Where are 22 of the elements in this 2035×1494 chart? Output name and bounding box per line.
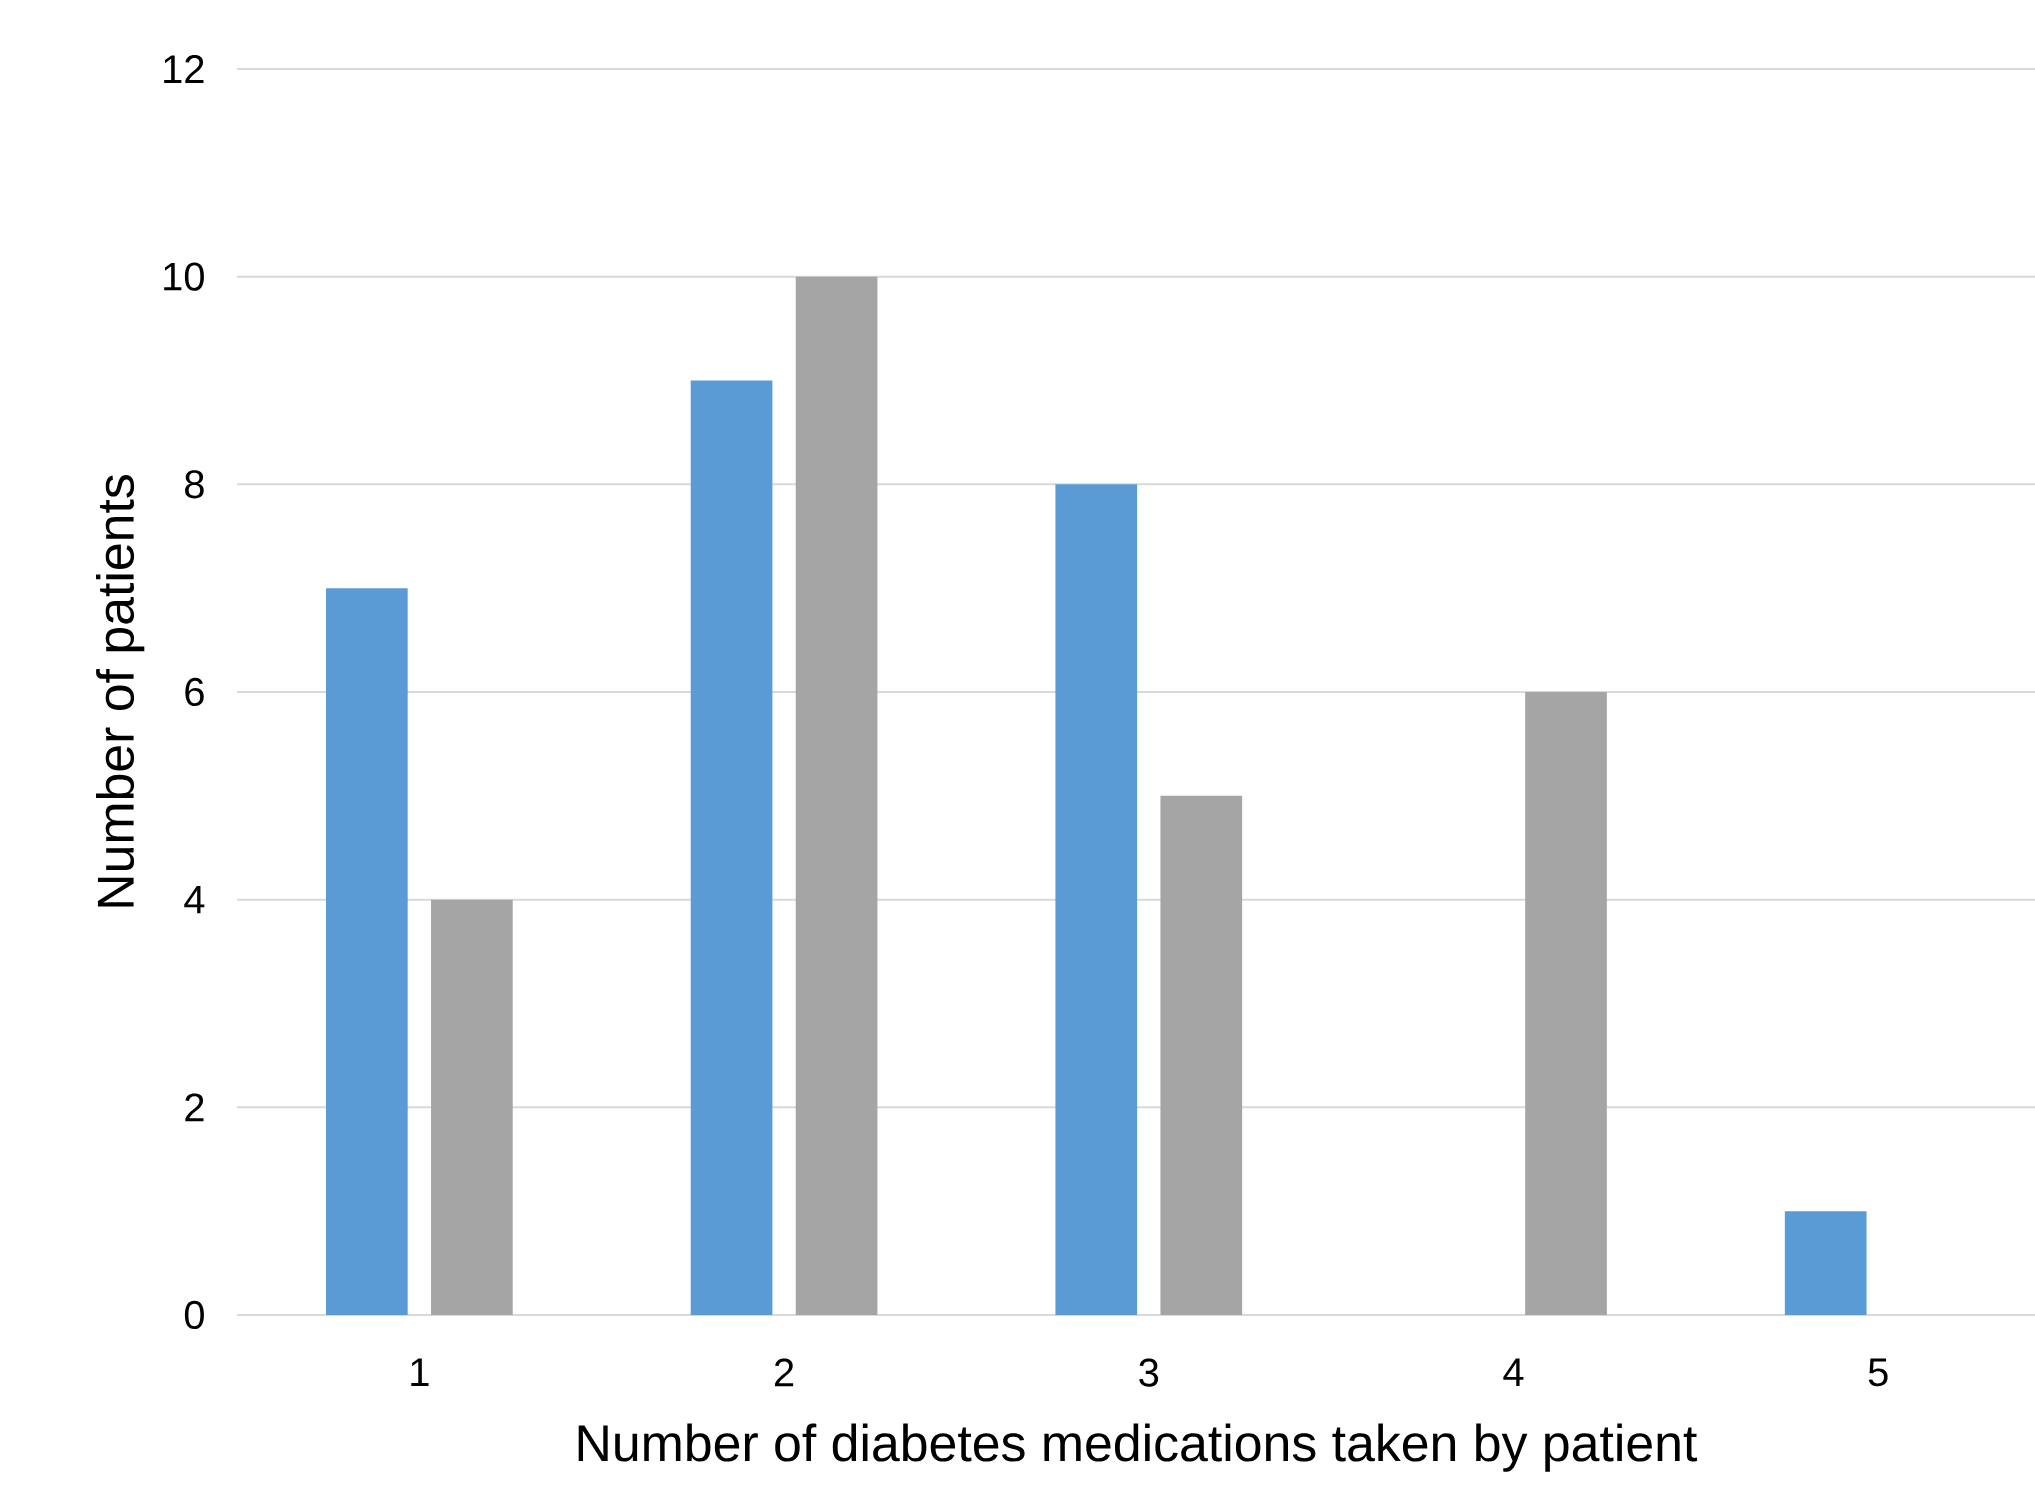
y-axis-title: Number of patients	[96, 475, 145, 907]
bar	[1055, 484, 1138, 1315]
x-tick-label: 2	[774, 1358, 794, 1387]
y-tick-label: 2	[185, 1093, 204, 1122]
y-tick-label: 10	[164, 262, 204, 291]
y-tick-label: 0	[184, 1300, 204, 1330]
y-tick-label: 6	[185, 677, 204, 707]
bar	[795, 276, 878, 1315]
bar	[431, 899, 513, 1315]
y-tick-label: 4	[184, 885, 205, 914]
bar	[690, 380, 773, 1315]
x-axis-title: Number of diabetes medications taken by patient	[578, 1423, 1697, 1472]
bar	[326, 588, 408, 1315]
y-tick-label: 8	[185, 470, 204, 499]
x-tick-label: 4	[1503, 1358, 1524, 1386]
bar	[1160, 795, 1243, 1315]
y-tick-label: 12	[164, 55, 204, 83]
x-tick-label: 1	[411, 1358, 429, 1386]
x-tick-label: 3	[1139, 1358, 1159, 1387]
x-tick-label: 5	[1868, 1358, 1888, 1387]
bar	[1784, 1211, 1867, 1315]
bar	[1525, 691, 1607, 1315]
